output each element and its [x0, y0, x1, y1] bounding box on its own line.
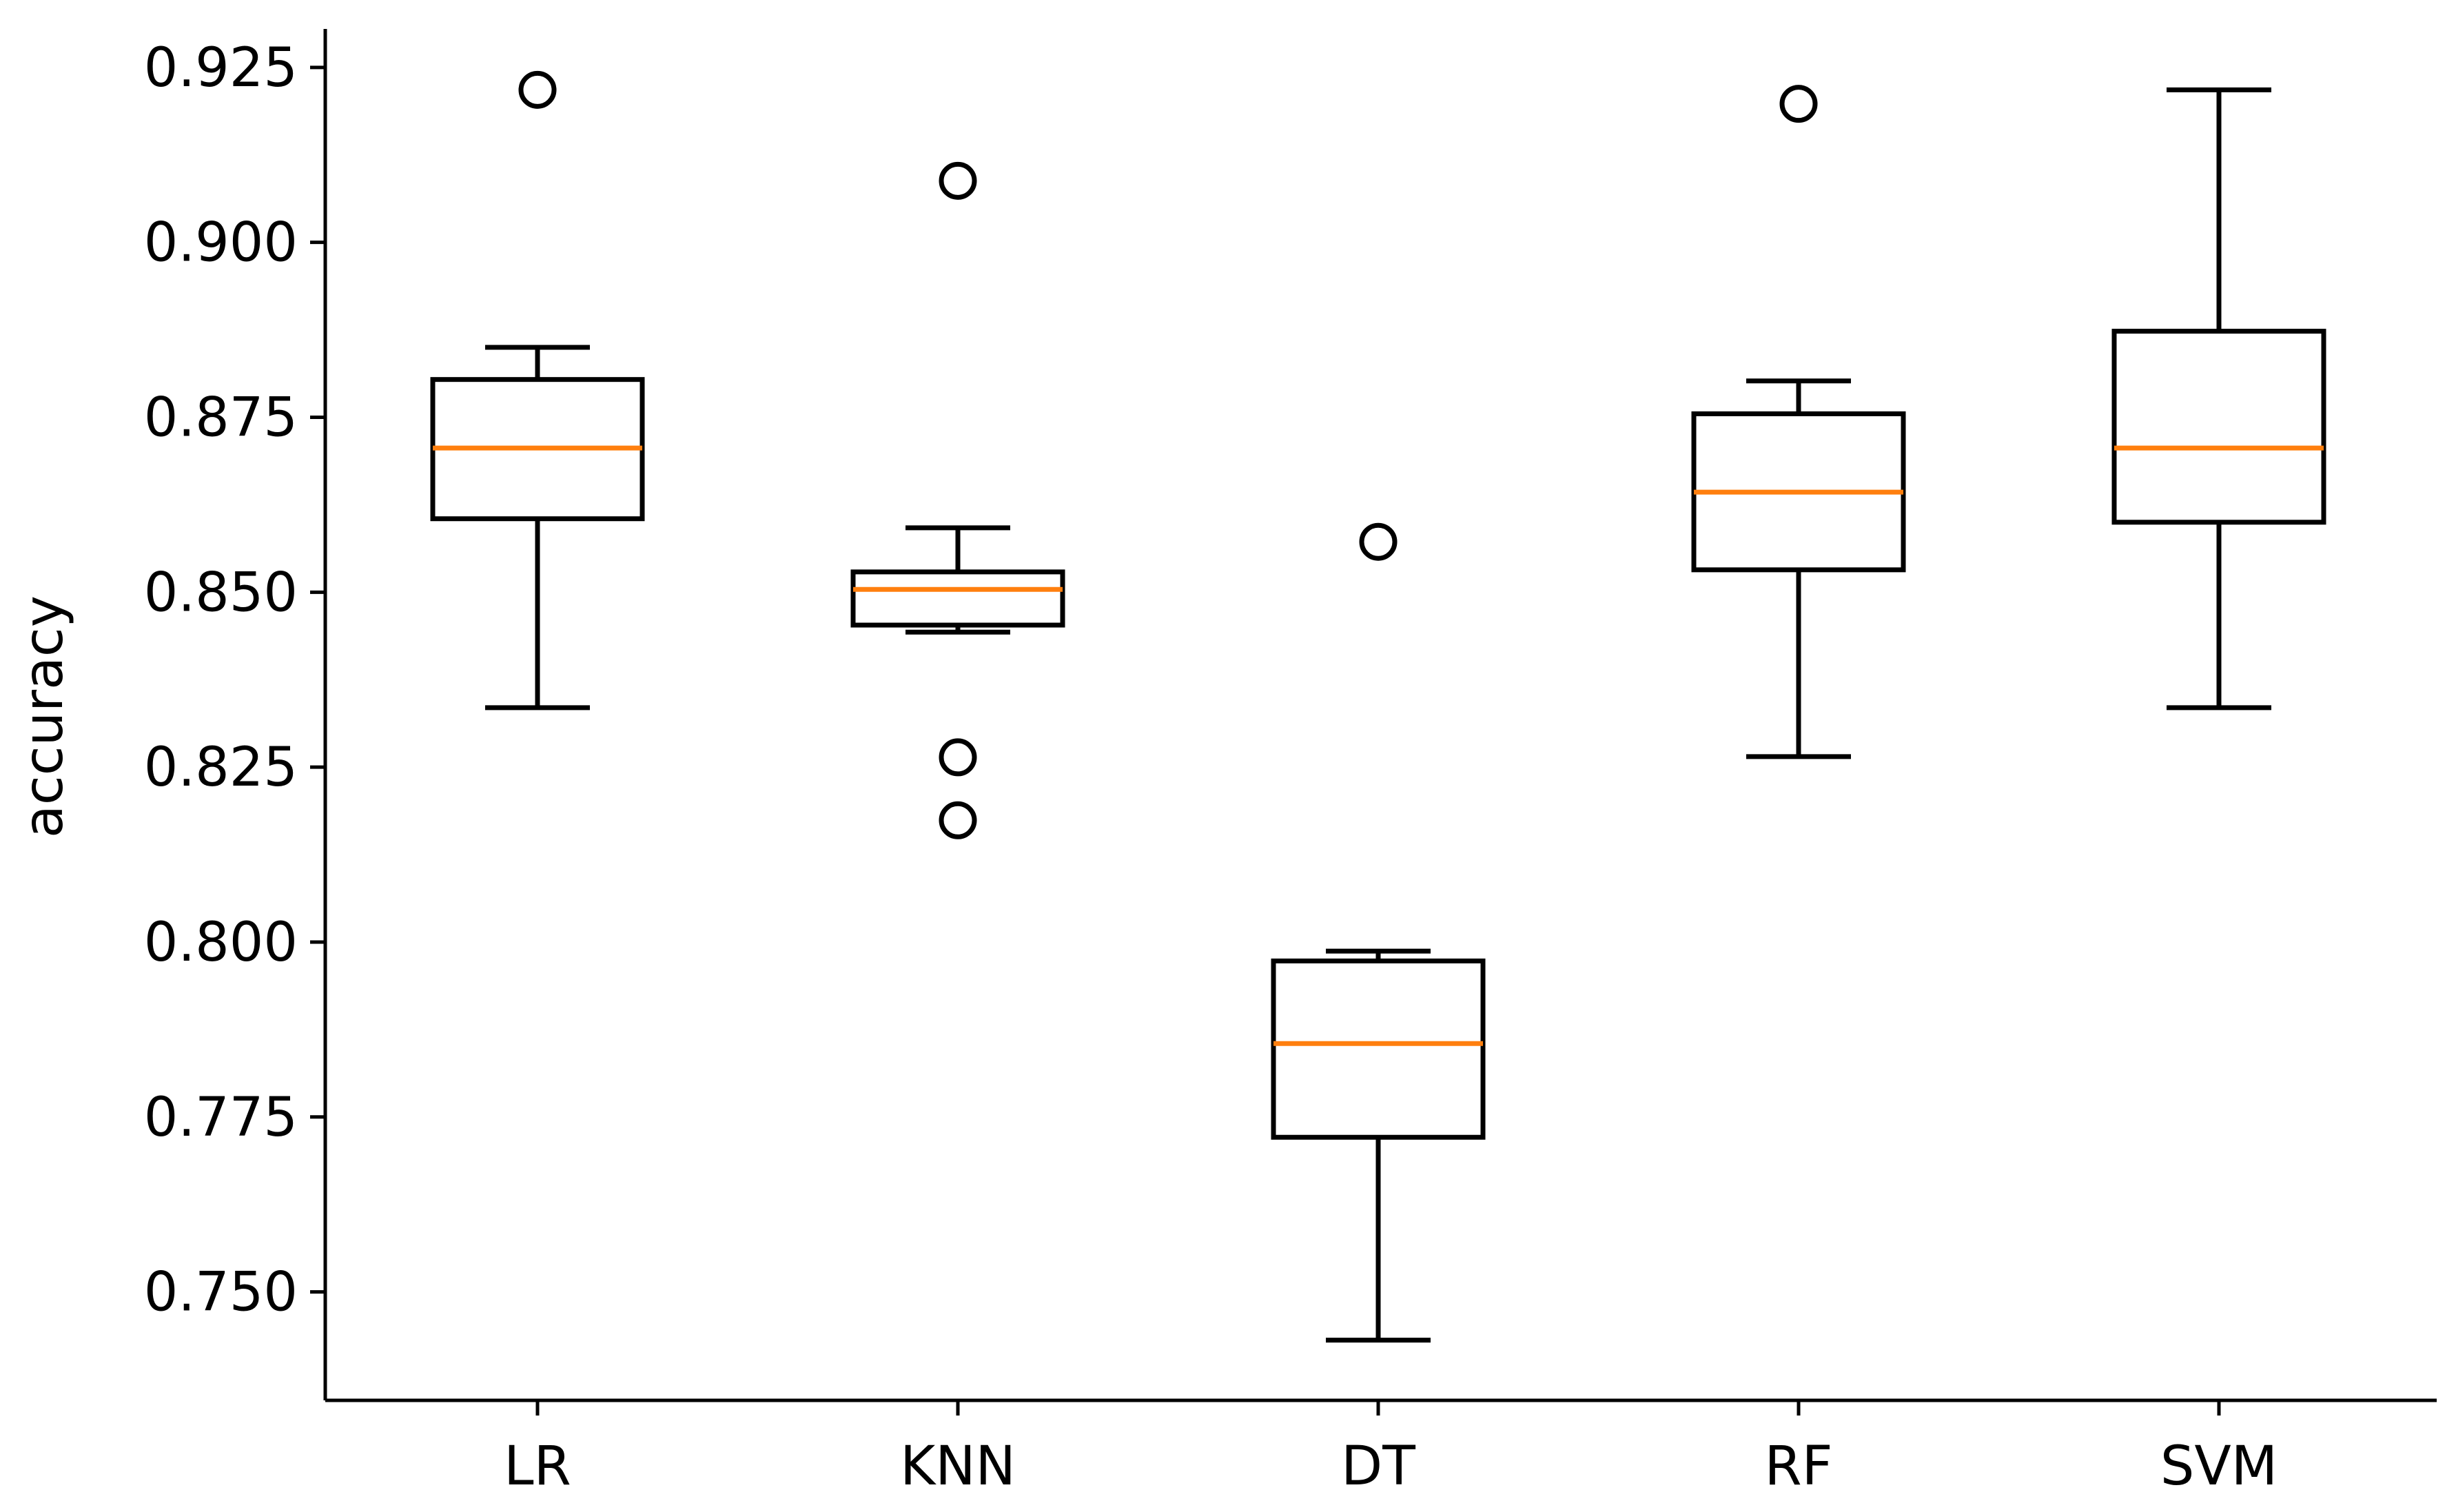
box-lr — [430, 70, 645, 711]
x-tick-label: LR — [504, 1436, 571, 1498]
y-tick-label: 0.775 — [144, 1087, 298, 1149]
outlier-point — [939, 801, 977, 839]
y-tick-label: 0.925 — [144, 37, 298, 99]
y-tick-label: 0.900 — [144, 212, 298, 274]
box-knn — [850, 161, 1065, 839]
x-tick-label: DT — [1341, 1436, 1415, 1498]
x-tick-label: SVM — [2160, 1436, 2278, 1498]
y-axis-ticks: 0.750 0.775 0.800 0.825 0.850 0.875 0.900 0.925 — [144, 37, 325, 1324]
y-tick-label: 0.825 — [144, 737, 298, 799]
y-axis-label: accuracy — [13, 595, 75, 838]
y-tick-label: 0.850 — [144, 562, 298, 624]
box-dt — [1271, 522, 1486, 1343]
outlier-point — [1359, 522, 1398, 561]
iqr-box — [850, 569, 1065, 628]
outlier-point — [1779, 85, 1818, 123]
box-svm — [2111, 87, 2326, 711]
box-series — [430, 70, 2326, 1343]
y-tick-label: 0.750 — [144, 1262, 298, 1324]
box-rf — [1691, 85, 1906, 759]
outlier-point — [518, 70, 557, 109]
x-tick-label: RF — [1764, 1436, 1832, 1498]
iqr-box — [1271, 958, 1486, 1140]
iqr-box — [2111, 329, 2326, 525]
plot-area: 0.750 0.775 0.800 0.825 0.850 0.875 0.900 0.925… — [144, 29, 2437, 1498]
outlier-point — [939, 161, 977, 200]
y-tick-label: 0.800 — [144, 912, 298, 974]
x-tick-label: KNN — [900, 1436, 1016, 1498]
y-tick-label: 0.875 — [144, 387, 298, 449]
outlier-point — [939, 738, 977, 777]
x-axis-ticks: LR KNN DT RF SVM — [504, 1400, 2278, 1498]
